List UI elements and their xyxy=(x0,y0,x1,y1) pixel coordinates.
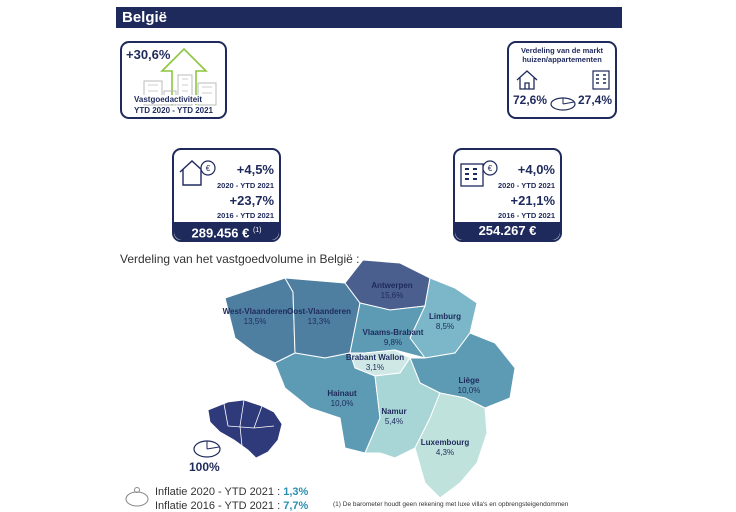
label-namur-name: Namur xyxy=(381,407,407,416)
house-change-2: +23,7% xyxy=(229,193,274,208)
house-icon xyxy=(516,70,538,90)
label-hainaut: Hainaut 10,0% xyxy=(315,389,369,409)
apartment-price: 254.267 € xyxy=(478,223,537,238)
activity-period: YTD 2020 - YTD 2021 xyxy=(134,106,214,115)
region-vlaams-brabant[interactable] xyxy=(349,302,427,359)
belgium-map xyxy=(224,259,516,499)
apartment-change-1: +4,0% xyxy=(517,162,555,177)
activity-value: +30,6% xyxy=(126,47,171,62)
label-limburg-name: Limburg xyxy=(429,312,461,321)
apartment-euro-icon: € xyxy=(460,160,498,187)
label-luxembourg-name: Luxembourg xyxy=(420,438,470,447)
piggy-bank-icon xyxy=(125,487,149,507)
inset-map xyxy=(207,399,283,459)
total-pie-icon xyxy=(193,440,221,458)
house-change-1: +4,5% xyxy=(236,162,274,177)
inflation-1-value: 1,3% xyxy=(283,486,309,498)
label-hainaut-name: Hainaut xyxy=(327,389,357,398)
label-vlaams-brabant: Vlaams-Brabant 9,8% xyxy=(360,328,426,348)
label-luxembourg: Luxembourg 4,3% xyxy=(416,438,474,458)
label-vlaams-brabant-value: 9,8% xyxy=(383,338,403,347)
label-brabant-wallon-value: 3,1% xyxy=(365,363,385,372)
label-vlaams-brabant-name: Vlaams-Brabant xyxy=(362,328,424,337)
region-luxembourg[interactable] xyxy=(414,392,488,499)
apartment-icon xyxy=(592,70,610,90)
apartments-share: 27,4% xyxy=(578,93,613,107)
inflation-line-2: Inflatie 2016 - YTD 2021 : 7,7% xyxy=(155,500,308,512)
footnote-ref: (1) xyxy=(252,227,262,234)
label-limburg: Limburg 8,5% xyxy=(420,312,470,332)
market-split-title-1: Verdeling van de markt xyxy=(520,46,604,55)
map-total: 100% xyxy=(189,460,220,474)
footnote: (1) De barometer houdt geen rekening met… xyxy=(333,501,569,508)
house-price: 289.456 € xyxy=(191,225,250,241)
house-price-card: € +4,5% 2020 - YTD 2021 +23,7% 2016 - YT… xyxy=(172,148,281,242)
label-liege-name: Liège xyxy=(458,376,480,385)
label-antwerpen-value: 15,6% xyxy=(380,291,404,300)
label-liege: Liège 10,0% xyxy=(447,376,491,396)
svg-text:€: € xyxy=(206,164,211,173)
market-split-title-2: huizen/appartementen xyxy=(522,55,602,64)
svg-text:€: € xyxy=(488,164,493,173)
house-period-2: 2016 - YTD 2021 xyxy=(217,211,274,220)
apartment-period-2: 2016 - YTD 2021 xyxy=(498,211,555,220)
activity-label: Vastgoedactiviteit xyxy=(134,95,203,104)
label-antwerpen-name: Antwerpen xyxy=(371,281,413,290)
label-namur: Namur 5,4% xyxy=(370,407,418,427)
label-antwerpen: Antwerpen 15,6% xyxy=(360,281,424,301)
house-euro-icon: € xyxy=(179,160,216,186)
apartment-change-2: +21,1% xyxy=(510,193,555,208)
inflation-line-1: Inflatie 2020 - YTD 2021 : 1,3% xyxy=(155,486,308,498)
label-west-vlaanderen-value: 13,5% xyxy=(243,317,267,326)
label-west-vlaanderen-name: West-Vlaanderen xyxy=(222,307,288,316)
label-namur-value: 5,4% xyxy=(384,417,404,426)
activity-card: +30,6% Vastgoedactiviteit YTD 2020 - YTD… xyxy=(120,41,227,119)
label-west-vlaanderen: West-Vlaanderen 13,5% xyxy=(218,307,292,327)
inflation-2-value: 7,7% xyxy=(283,500,309,512)
houses-share: 72,6% xyxy=(513,93,548,107)
house-period-1: 2020 - YTD 2021 xyxy=(217,181,274,190)
label-oost-vlaanderen-name: Oost-Vlaanderen xyxy=(286,307,351,316)
page-title: België xyxy=(116,7,622,28)
apartment-price-card: € +4,0% 2020 - YTD 2021 +21,1% 2016 - YT… xyxy=(453,148,562,242)
pie-icon xyxy=(550,97,576,111)
inflation-2-label: Inflatie 2016 - YTD 2021 : xyxy=(155,500,284,512)
label-limburg-value: 8,5% xyxy=(435,322,455,331)
apartment-price-bar: 254.267 € xyxy=(455,222,560,240)
map-heading: Verdeling van het vastgoedvolume in Belg… xyxy=(120,252,360,266)
inflation-1-label: Inflatie 2020 - YTD 2021 : xyxy=(155,486,284,498)
label-hainaut-value: 10,0% xyxy=(330,399,354,408)
label-liege-value: 10,0% xyxy=(457,386,481,395)
market-split-card: Verdeling van de markt huizen/appartemen… xyxy=(507,41,617,119)
label-luxembourg-value: 4,3% xyxy=(435,448,455,457)
label-oost-vlaanderen: Oost-Vlaanderen 13,3% xyxy=(282,307,356,327)
house-price-bar: 289.456 € (1) xyxy=(174,222,279,240)
apartment-period-1: 2020 - YTD 2021 xyxy=(498,181,555,190)
label-brabant-wallon: Brabant Wallon 3,1% xyxy=(342,353,408,373)
label-brabant-wallon-name: Brabant Wallon xyxy=(345,353,405,362)
label-oost-vlaanderen-value: 13,3% xyxy=(307,317,331,326)
